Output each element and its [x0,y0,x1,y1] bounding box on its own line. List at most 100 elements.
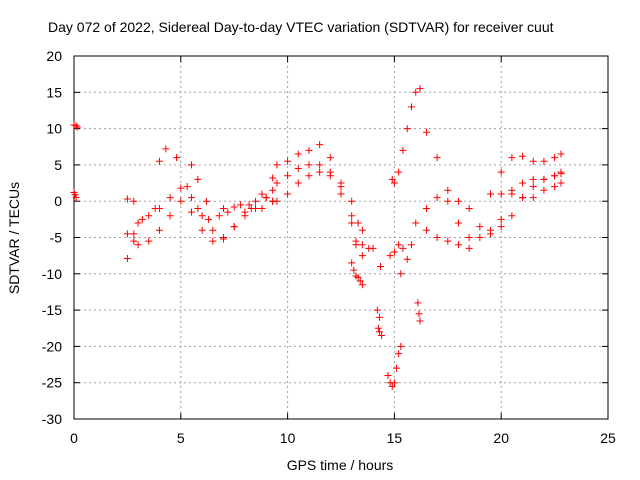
y-tick-label: -5 [50,230,63,246]
data-point [433,154,441,162]
data-point [123,195,131,203]
data-point [395,241,403,249]
x-axis-label: GPS time / hours [287,457,394,473]
data-point [433,194,441,202]
axis-ticks [73,55,609,420]
x-tick-label: 20 [493,430,509,446]
data-point [399,244,407,252]
data-point [412,88,420,96]
data-point [151,204,159,212]
data-point [454,219,462,227]
data-point [241,212,249,220]
data-point [519,194,527,202]
data-point [444,197,452,205]
data-point [529,194,537,202]
data-point [358,241,366,249]
data-point [71,191,79,199]
data-point [403,125,411,133]
y-tick-label: -25 [42,375,62,391]
data-point [557,150,565,158]
data-point [497,223,505,231]
data-point [365,244,373,252]
data-point [350,266,358,274]
data-point [130,237,138,245]
data-point [519,179,527,187]
series-low-15 [384,342,405,390]
data-point [422,204,430,212]
series-arc-e [273,141,377,252]
data-point [294,150,302,158]
data-point [166,194,174,202]
data-point [497,168,505,176]
data-point [422,226,430,234]
data-point [73,123,81,131]
series-arc-k [422,226,473,252]
data-point [454,197,462,205]
data-point [145,237,153,245]
data-point [134,241,142,249]
data-point [284,190,292,198]
y-tick-labels: -30 -25 -20 -15 -10 -5 0 5 10 15 20 [42,48,62,427]
data-point [205,215,213,223]
data-point [326,154,334,162]
data-point [294,179,302,187]
data-point [183,183,191,191]
series-arc-b [123,186,277,249]
data-point [237,201,245,209]
data-point [269,186,277,194]
data-point [551,183,559,191]
data-point [187,161,195,169]
data-point [388,382,396,390]
data-point [508,212,516,220]
series-start [70,121,81,202]
data-point [354,273,362,281]
data-point [407,241,415,249]
data-point [373,306,381,314]
data-point [375,328,383,336]
data-point [465,204,473,212]
data-point [273,197,281,205]
data-point [403,255,411,263]
series-arc-f [273,168,373,260]
data-point [393,364,401,372]
data-point [305,172,313,180]
data-point [465,234,473,241]
series-ext-15 [397,270,424,325]
y-tick-label: 20 [46,48,62,64]
data-point [476,223,484,231]
data-point [130,197,138,205]
data-point [390,248,398,256]
data-point [529,175,537,183]
data-point [540,157,548,165]
data-point [316,161,324,169]
data-point [348,197,356,205]
data-point [390,179,398,187]
y-tick-label: 5 [54,157,62,173]
data-point [551,172,559,180]
data-point [252,197,260,205]
data-point [476,234,484,241]
data-point [414,299,422,307]
data-point [177,184,185,192]
data-point [358,252,366,260]
data-point [497,215,505,223]
data-point [258,204,266,212]
data-point [407,103,415,111]
data-point [395,350,403,358]
data-point [145,212,153,220]
data-point [454,241,462,249]
data-point [557,179,565,187]
data-point [358,226,366,234]
data-point [273,161,281,169]
series-arc-m [497,179,565,202]
x-tick-labels: 0 5 10 15 20 25 [70,430,616,446]
data-point [209,237,217,245]
data-point [162,145,170,153]
data-point [388,175,396,183]
data-point [209,226,217,234]
data-point [262,194,270,202]
y-tick-label: -30 [42,411,62,427]
series-arc-l [487,150,565,198]
data-point [384,371,392,379]
data-point [194,204,202,212]
